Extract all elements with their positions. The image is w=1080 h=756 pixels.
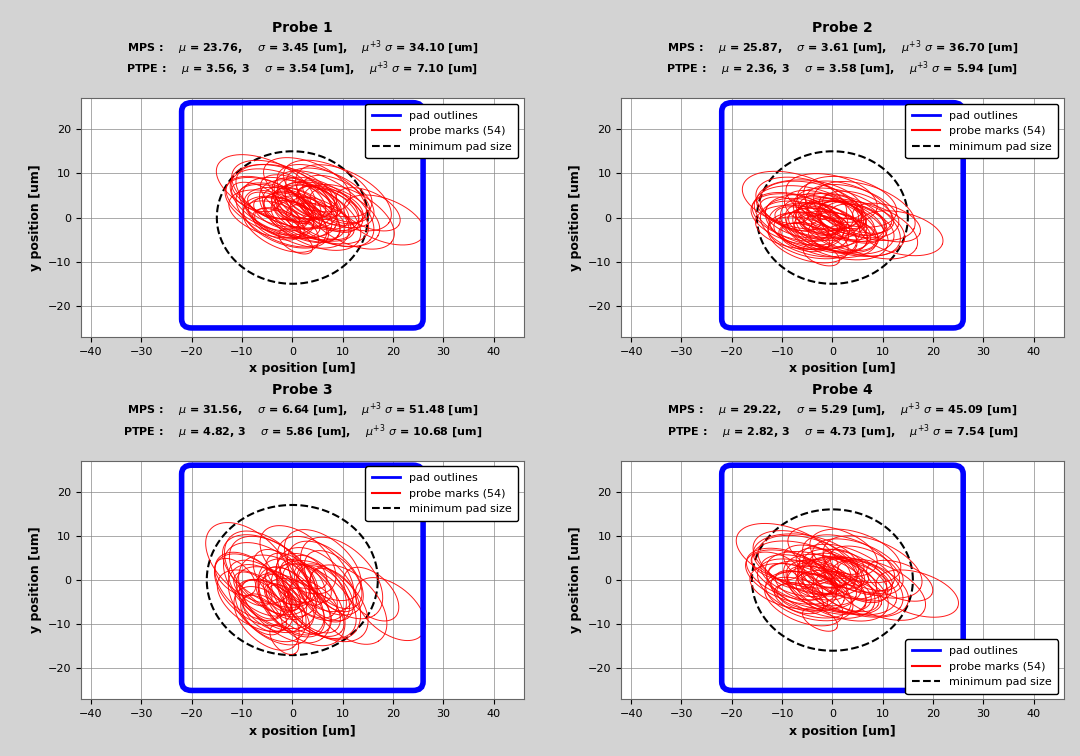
- Text: MPS :    $\mu$ = 29.22,    $\sigma$ = 5.29 [um],    $\mu$$^{+3}$ $\sigma$ = 45.0: MPS : $\mu$ = 29.22, $\sigma$ = 5.29 [um…: [667, 401, 1017, 419]
- Text: MPS :    $\mu$ = 25.87,    $\sigma$ = 3.61 [um],    $\mu$$^{+3}$ $\sigma$ = 36.7: MPS : $\mu$ = 25.87, $\sigma$ = 3.61 [um…: [666, 39, 1018, 57]
- Y-axis label: y position [um]: y position [um]: [29, 527, 42, 634]
- Y-axis label: y position [um]: y position [um]: [29, 164, 42, 271]
- X-axis label: x position [um]: x position [um]: [249, 362, 355, 375]
- Text: MPS :    $\mu$ = 23.76,    $\sigma$ = 3.45 [um],    $\mu$$^{+3}$ $\sigma$ = 34.1: MPS : $\mu$ = 23.76, $\sigma$ = 3.45 [um…: [126, 39, 478, 57]
- Legend: pad outlines, probe marks (54), minimum pad size: pad outlines, probe marks (54), minimum …: [905, 104, 1058, 158]
- Title: Probe 4: Probe 4: [812, 383, 873, 397]
- Legend: pad outlines, probe marks (54), minimum pad size: pad outlines, probe marks (54), minimum …: [905, 640, 1058, 694]
- Legend: pad outlines, probe marks (54), minimum pad size: pad outlines, probe marks (54), minimum …: [365, 466, 518, 521]
- Title: Probe 3: Probe 3: [272, 383, 333, 397]
- Text: PTPE :    $\mu$ = 2.82, 3    $\sigma$ = 4.73 [um],    $\mu$$^{+3}$ $\sigma$ = 7.: PTPE : $\mu$ = 2.82, 3 $\sigma$ = 4.73 […: [666, 423, 1018, 441]
- Y-axis label: y position [um]: y position [um]: [569, 164, 582, 271]
- Text: PTPE :    $\mu$ = 3.56, 3    $\sigma$ = 3.54 [um],    $\mu$$^{+3}$ $\sigma$ = 7.: PTPE : $\mu$ = 3.56, 3 $\sigma$ = 3.54 […: [126, 60, 478, 78]
- Y-axis label: y position [um]: y position [um]: [569, 527, 582, 634]
- Text: MPS :    $\mu$ = 31.56,    $\sigma$ = 6.64 [um],    $\mu$$^{+3}$ $\sigma$ = 51.4: MPS : $\mu$ = 31.56, $\sigma$ = 6.64 [um…: [126, 401, 478, 419]
- Text: PTPE :    $\mu$ = 2.36, 3    $\sigma$ = 3.58 [um],    $\mu$$^{+3}$ $\sigma$ = 5.: PTPE : $\mu$ = 2.36, 3 $\sigma$ = 3.58 […: [666, 60, 1018, 78]
- X-axis label: x position [um]: x position [um]: [789, 724, 895, 738]
- X-axis label: x position [um]: x position [um]: [249, 724, 355, 738]
- Text: PTPE :    $\mu$ = 4.82, 3    $\sigma$ = 5.86 [um],    $\mu$$^{+3}$ $\sigma$ = 10: PTPE : $\mu$ = 4.82, 3 $\sigma$ = 5.86 […: [123, 423, 482, 441]
- X-axis label: x position [um]: x position [um]: [789, 362, 895, 375]
- Legend: pad outlines, probe marks (54), minimum pad size: pad outlines, probe marks (54), minimum …: [365, 104, 518, 158]
- Title: Probe 2: Probe 2: [812, 20, 873, 35]
- Title: Probe 1: Probe 1: [272, 20, 333, 35]
